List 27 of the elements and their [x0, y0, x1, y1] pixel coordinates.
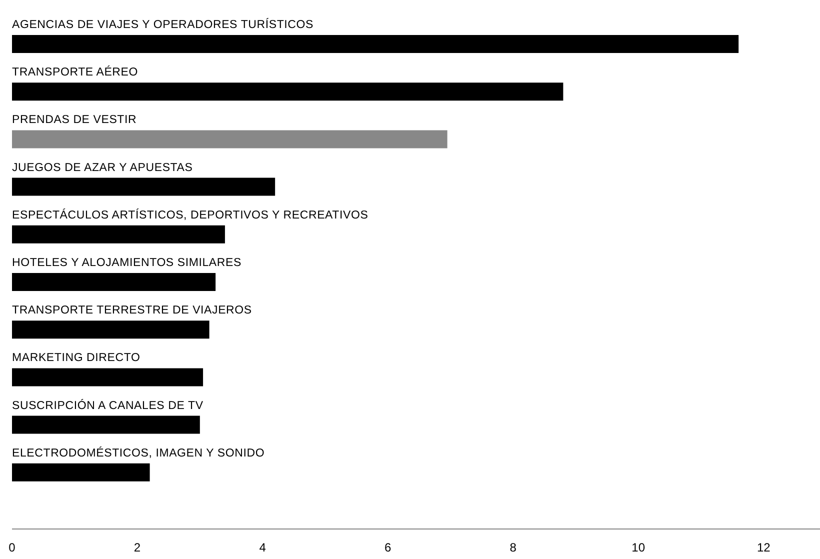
y-tick-label: PRENDAS DE VESTIR	[12, 114, 137, 126]
y-tick-label: HOTELES Y ALOJAMIENTOS SIMILARES	[12, 257, 242, 269]
bar	[12, 82, 564, 101]
bar	[12, 225, 225, 244]
x-tick-label: 4	[259, 540, 266, 555]
y-tick-label: ELECTRODOMÉSTICOS, IMAGEN Y SONIDO	[12, 446, 265, 460]
y-tick-label: ESPECTÁCULOS ARTÍSTICOS, DEPORTIVOS Y RECREATIVOS	[12, 208, 368, 222]
y-tick-label: AGENCIAS DE VIAJES Y OPERADORES TURÍSTICOS	[12, 18, 314, 31]
y-tick-label: TRANSPORTE AÉREO	[12, 66, 138, 79]
x-tick-label: 8	[510, 540, 517, 555]
bar	[12, 130, 448, 148]
x-tick-label: 6	[384, 540, 392, 555]
bar	[12, 463, 150, 482]
y-tick-label: SUSCRIPCIÓN A CANALES DE TV	[12, 398, 204, 412]
y-tick-label: TRANSPORTE TERRESTRE DE VIAJEROS	[12, 304, 252, 317]
bar	[12, 320, 210, 339]
x-tick-label: 2	[134, 540, 141, 555]
bar	[12, 273, 216, 291]
y-tick-label: JUEGOS DE AZAR Y APUESTAS	[12, 162, 193, 174]
bar	[12, 35, 739, 53]
bar	[12, 368, 204, 386]
x-tick-label: 12	[756, 540, 771, 555]
x-tick-label: 0	[8, 540, 16, 555]
x-tick-label: 10	[632, 540, 646, 555]
y-tick-label: MARKETING DIRECTO	[12, 352, 140, 364]
bar	[12, 178, 276, 196]
bar	[12, 416, 200, 434]
